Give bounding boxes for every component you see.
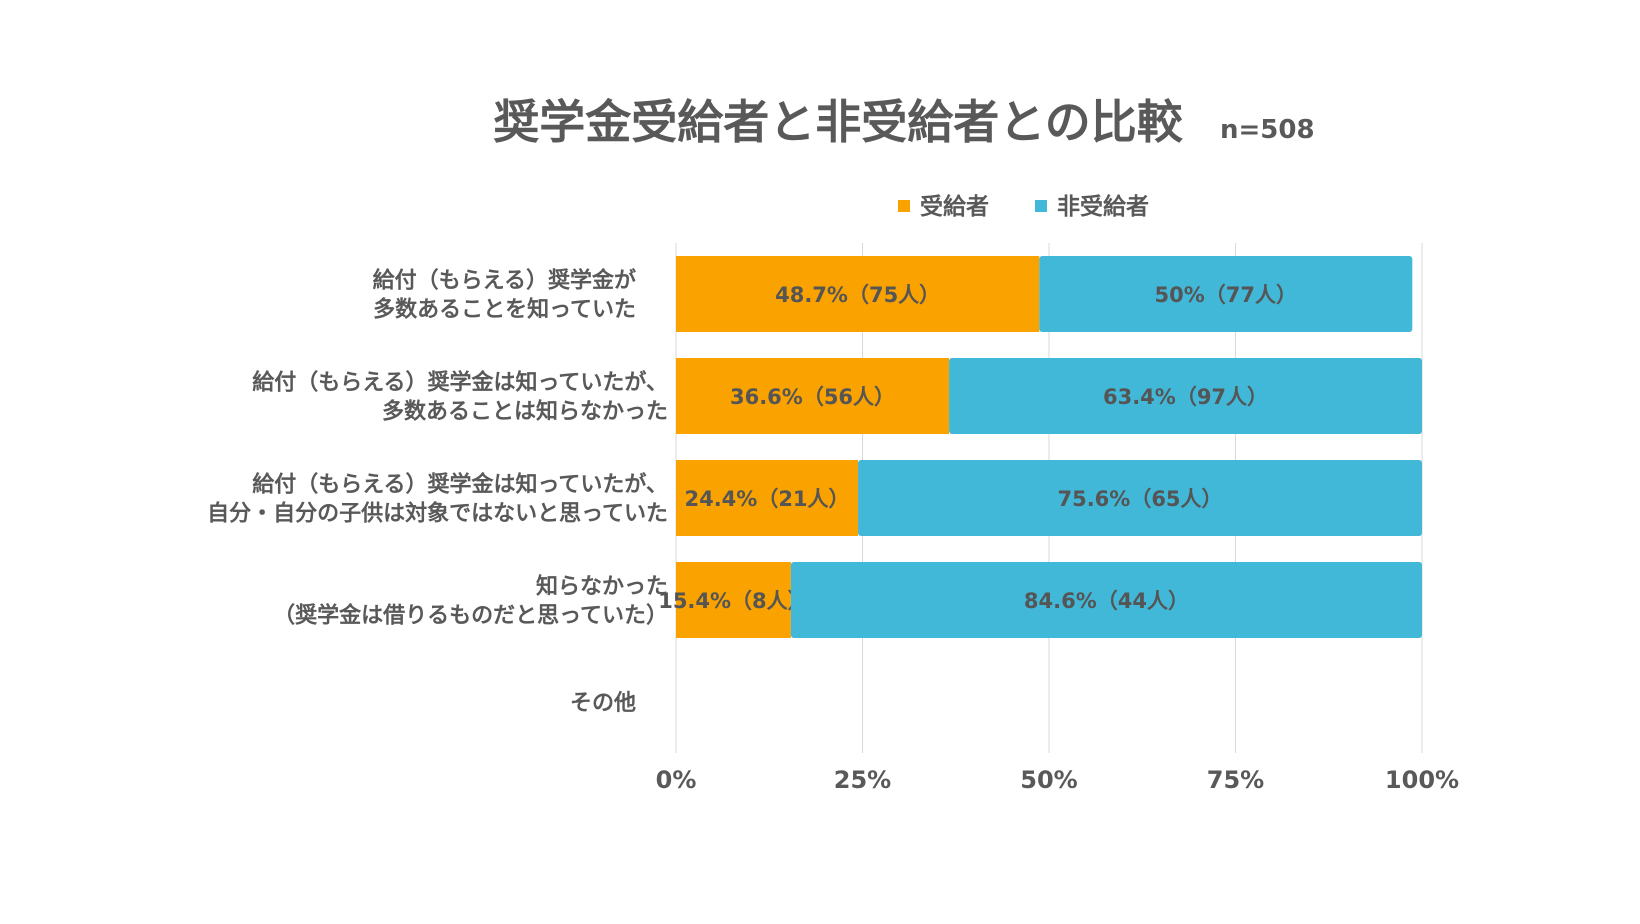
category-label: 給付（もらえる）奨学金は知っていたが、 <box>252 472 668 498</box>
bar-recipient <box>676 460 859 536</box>
legend-label: 非受給者 <box>1057 193 1149 220</box>
category-label: 給付（もらえる）奨学金は知っていたが、 <box>252 370 668 396</box>
category-label: 自分・自分の子供は対象ではないと思っていた <box>207 501 668 527</box>
category-labels: 給付（もらえる）奨学金が多数あることを知っていた給付（もらえる）奨学金は知ってい… <box>207 268 668 717</box>
data-label: 48.7%（75人） <box>775 283 940 307</box>
bars: 48.7%（75人） 50%（77人） 36.6%（56人） 63.4%（97人） 24… <box>658 256 1422 638</box>
category-label: 給付（もらえる）奨学金が <box>373 268 636 294</box>
data-label: 24.4%（21人） <box>684 487 849 511</box>
x-tick-labels: 0% 25% 50% 75% 100% <box>656 766 1459 794</box>
chart-subtitle: n=508 <box>1220 115 1315 145</box>
x-tick-label: 50% <box>1020 766 1077 794</box>
data-label: 63.4%（97人） <box>1103 385 1268 409</box>
category-label: 知らなかった <box>536 574 668 600</box>
bar-recipient <box>676 562 791 638</box>
data-label: 50%（77人） <box>1155 283 1298 307</box>
chart-title: 奨学金受給者と非受給者との比較 <box>493 95 1184 149</box>
x-tick-label: 0% <box>656 766 697 794</box>
data-label: 84.6%（44人） <box>1024 589 1189 613</box>
data-label: 36.6%（56人） <box>730 385 895 409</box>
bar-non-recipient <box>1039 256 1413 332</box>
bar-non-recipient <box>790 562 1422 638</box>
data-label: 15.4%（8人） <box>658 589 808 613</box>
legend-label: 受給者 <box>920 193 989 220</box>
category-label: 多数あることは知らなかった <box>382 399 668 425</box>
legend-swatch <box>1035 200 1047 212</box>
legend: 受給者 非受給者 <box>898 193 1149 220</box>
bar-non-recipient <box>949 358 1422 434</box>
bar-recipient <box>676 256 1040 332</box>
x-tick-label: 25% <box>834 766 891 794</box>
legend-swatch <box>898 200 910 212</box>
category-label: （奨学金は借りるものだと思っていた） <box>273 603 668 629</box>
x-tick-label: 75% <box>1207 766 1264 794</box>
category-label: 多数あることを知っていた <box>373 297 636 323</box>
bar-non-recipient <box>858 460 1422 536</box>
x-tick-label: 100% <box>1385 766 1459 794</box>
bar-recipient <box>676 358 950 434</box>
category-label: その他 <box>570 691 636 716</box>
data-label: 75.6%（65人） <box>1057 487 1222 511</box>
